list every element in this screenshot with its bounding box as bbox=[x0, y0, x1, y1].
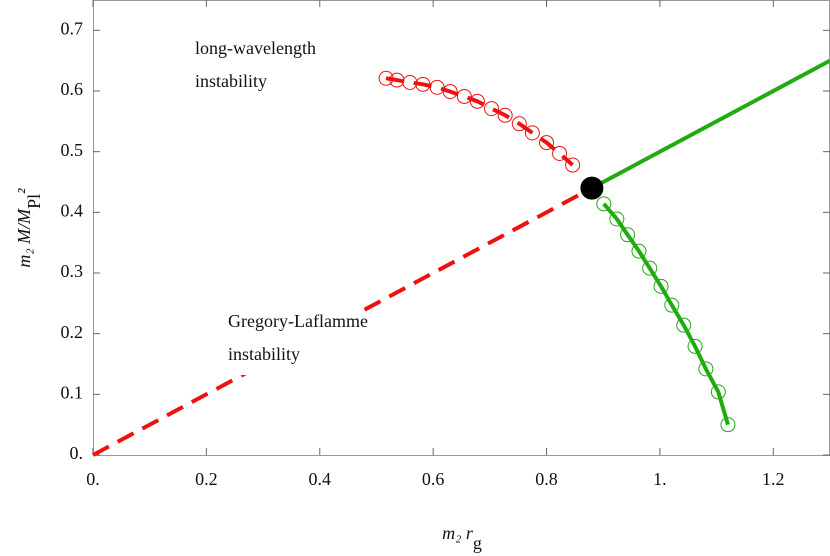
marker bbox=[710, 384, 726, 400]
line bbox=[590, 58, 830, 190]
line bbox=[602, 202, 730, 426]
x-tick-label: 0.4 bbox=[309, 469, 332, 489]
marker bbox=[580, 176, 604, 200]
x-axis-label: m₂ rg bbox=[442, 523, 482, 553]
y-tick-label: 0.1 bbox=[61, 382, 84, 402]
marker bbox=[642, 260, 658, 276]
y-tick-label: 0.4 bbox=[61, 200, 84, 220]
marker bbox=[469, 93, 485, 109]
marker bbox=[402, 75, 418, 91]
marker bbox=[565, 157, 581, 173]
y-tick-label: 0.6 bbox=[61, 79, 84, 99]
x-tick-label: 1.2 bbox=[762, 469, 785, 489]
y-tick-label: 0.7 bbox=[61, 18, 84, 38]
marker bbox=[620, 227, 636, 243]
marker bbox=[720, 417, 736, 433]
x-tick-label: 0. bbox=[86, 469, 100, 489]
annotation: Gregory-Laflamme bbox=[228, 311, 368, 331]
y-tick-label: 0. bbox=[70, 443, 84, 463]
marker bbox=[497, 107, 513, 123]
y-tick-label: 0.3 bbox=[61, 261, 84, 281]
marker bbox=[653, 278, 669, 294]
y-tick-label: 0.2 bbox=[61, 322, 84, 342]
marker bbox=[596, 196, 612, 212]
marker bbox=[378, 70, 394, 86]
x-tick-label: 1. bbox=[653, 469, 667, 489]
plot-frame bbox=[93, 0, 830, 456]
y-axis-label: m₂ M/MPl² bbox=[14, 188, 44, 268]
annotation-background bbox=[220, 303, 360, 375]
annotation: instability bbox=[195, 71, 267, 91]
marker bbox=[609, 211, 625, 227]
plot-area bbox=[92, 58, 830, 457]
x-tick-label: 0.6 bbox=[422, 469, 445, 489]
y-tick-label: 0.5 bbox=[61, 140, 84, 160]
marker bbox=[415, 76, 431, 92]
marker bbox=[687, 338, 703, 354]
marker bbox=[511, 116, 527, 132]
annotation: instability bbox=[228, 344, 300, 364]
x-tick-label: 0.2 bbox=[195, 469, 218, 489]
marker bbox=[524, 125, 540, 141]
x-tick-label: 0.8 bbox=[535, 469, 558, 489]
marker bbox=[552, 145, 568, 161]
marker bbox=[442, 84, 458, 100]
marker bbox=[664, 297, 680, 313]
marker bbox=[676, 317, 692, 333]
line bbox=[385, 76, 574, 167]
marker bbox=[456, 88, 472, 104]
marker bbox=[389, 72, 405, 88]
marker bbox=[539, 135, 555, 151]
marker bbox=[698, 361, 714, 377]
marker bbox=[631, 243, 647, 259]
marker bbox=[484, 101, 500, 117]
annotation: long-wavelength bbox=[195, 38, 316, 58]
